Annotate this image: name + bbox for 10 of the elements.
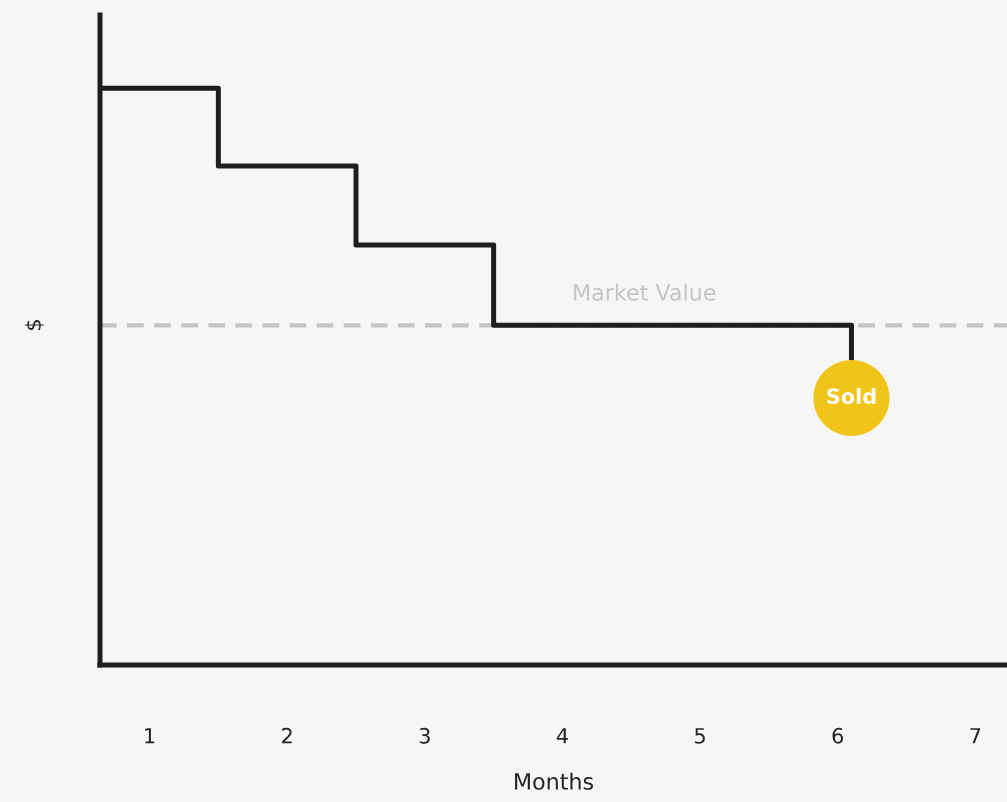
x-tick-label: 2	[282, 727, 292, 744]
x-axis-title: Months	[515, 772, 594, 790]
x-tick-label: 6	[832, 727, 844, 744]
y-axis-title: $	[24, 320, 44, 330]
x-tick-label: 7	[970, 728, 981, 744]
x-tick-label: 1	[145, 728, 155, 744]
x-tick-label: 3	[419, 727, 430, 744]
x-tick-label: 5	[695, 728, 705, 744]
series-label: Sold	[827, 387, 876, 405]
x-tick-label: 4	[556, 728, 568, 744]
